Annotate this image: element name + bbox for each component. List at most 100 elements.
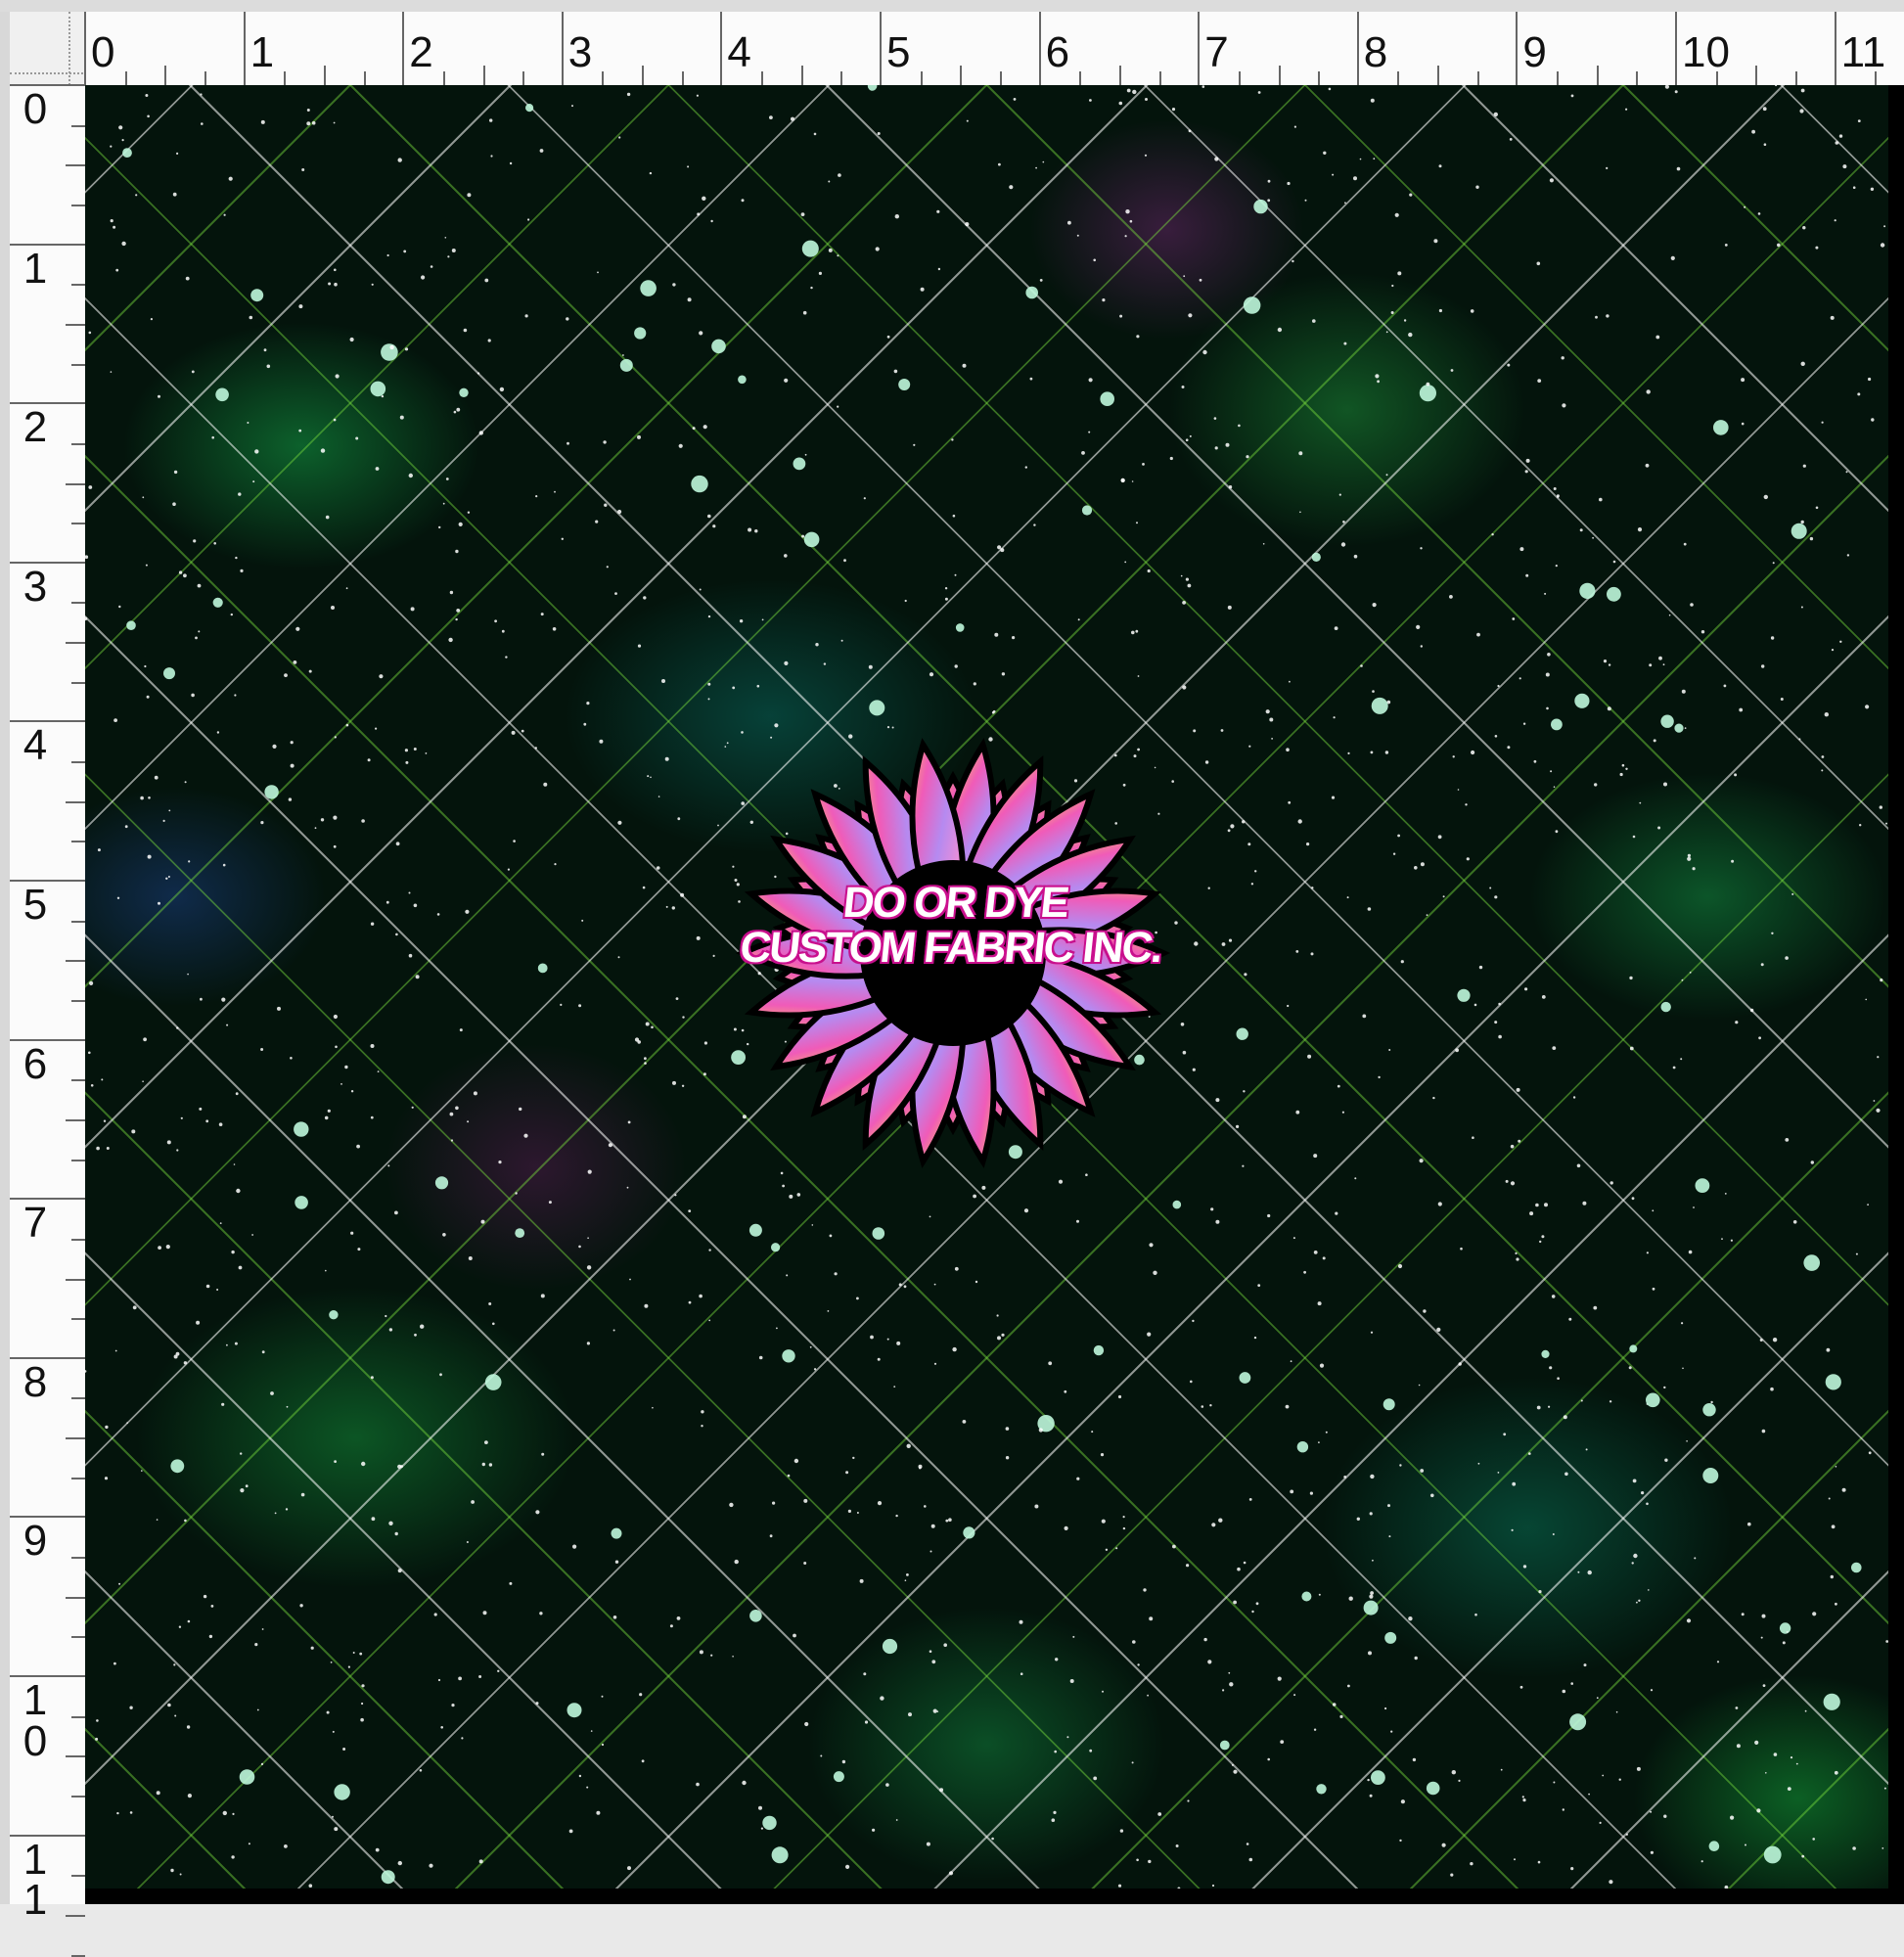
star bbox=[1295, 1110, 1300, 1115]
star bbox=[656, 866, 660, 870]
star bbox=[298, 429, 302, 432]
star bbox=[429, 1863, 433, 1868]
star bbox=[1801, 1854, 1805, 1858]
star bbox=[397, 158, 402, 162]
star bbox=[1458, 1779, 1461, 1782]
star bbox=[1064, 1525, 1068, 1530]
star bbox=[404, 347, 409, 351]
star bbox=[1561, 356, 1564, 360]
ruler-label: 4 bbox=[23, 721, 48, 770]
star bbox=[360, 1717, 364, 1722]
star bbox=[121, 139, 124, 142]
star bbox=[1825, 1374, 1841, 1390]
star bbox=[113, 718, 117, 722]
star bbox=[1438, 308, 1442, 313]
star bbox=[1175, 1844, 1179, 1847]
star bbox=[408, 473, 413, 478]
star bbox=[1384, 1631, 1397, 1644]
star bbox=[1537, 1860, 1541, 1864]
star bbox=[1763, 143, 1767, 146]
ruler-major-tick bbox=[10, 84, 85, 86]
star bbox=[1491, 533, 1494, 536]
star bbox=[1319, 1363, 1325, 1368]
star bbox=[1370, 98, 1375, 103]
star bbox=[578, 1004, 582, 1008]
star bbox=[1516, 1257, 1519, 1261]
ruler-major-tick bbox=[10, 720, 85, 723]
ruler-minor-tick bbox=[66, 323, 85, 326]
star bbox=[732, 865, 735, 868]
star bbox=[1408, 332, 1413, 338]
star bbox=[712, 954, 715, 958]
star bbox=[254, 449, 259, 454]
star bbox=[804, 453, 807, 456]
star bbox=[1871, 418, 1875, 422]
star bbox=[1292, 1237, 1295, 1240]
star bbox=[208, 1634, 213, 1639]
star bbox=[434, 1176, 449, 1190]
star bbox=[1338, 493, 1341, 496]
star bbox=[904, 1579, 907, 1581]
star bbox=[603, 440, 607, 444]
star bbox=[400, 1465, 403, 1469]
star bbox=[1372, 1559, 1374, 1562]
ruler-label: 9 bbox=[1522, 28, 1547, 76]
star bbox=[1710, 1400, 1713, 1404]
star bbox=[1641, 1491, 1645, 1495]
star bbox=[178, 1625, 182, 1628]
star bbox=[758, 1355, 763, 1360]
star bbox=[295, 626, 300, 631]
star bbox=[998, 162, 1001, 166]
star bbox=[1039, 279, 1043, 282]
star bbox=[1515, 1252, 1518, 1254]
star bbox=[944, 587, 948, 590]
horizontal-ruler[interactable]: 0 1 2 3 4 5 6 7 8 9 10 11 bbox=[84, 12, 1904, 86]
star bbox=[1254, 870, 1257, 873]
star bbox=[1629, 1344, 1638, 1353]
ruler-major-tick bbox=[10, 1198, 85, 1201]
star bbox=[869, 700, 885, 716]
ruler-minor-tick bbox=[71, 124, 85, 127]
star bbox=[898, 379, 911, 390]
ruler-label: 6 bbox=[23, 1039, 48, 1088]
star bbox=[926, 1842, 930, 1846]
star bbox=[1828, 1497, 1831, 1500]
star bbox=[499, 387, 505, 392]
star bbox=[1509, 138, 1513, 141]
star bbox=[1770, 636, 1775, 640]
star bbox=[1347, 1684, 1350, 1688]
ruler-minor-tick bbox=[1476, 71, 1479, 85]
star bbox=[334, 1460, 337, 1463]
ruler-minor-tick bbox=[71, 1159, 85, 1161]
star bbox=[587, 1237, 589, 1239]
star bbox=[784, 378, 789, 383]
star bbox=[187, 973, 189, 976]
star bbox=[1857, 392, 1861, 396]
star bbox=[1038, 1428, 1043, 1433]
ruler-major-tick bbox=[1038, 12, 1041, 85]
ruler-origin-corner[interactable] bbox=[10, 12, 86, 86]
star bbox=[260, 821, 264, 825]
star bbox=[699, 588, 702, 591]
star bbox=[707, 514, 711, 519]
star bbox=[235, 556, 238, 560]
star bbox=[213, 542, 216, 545]
ruler-major-tick bbox=[10, 1675, 85, 1677]
star bbox=[1432, 1096, 1435, 1100]
star bbox=[567, 441, 569, 445]
ruler-label: 5 bbox=[23, 881, 48, 929]
star bbox=[1125, 209, 1130, 214]
star bbox=[963, 1526, 975, 1539]
star bbox=[1360, 664, 1363, 667]
star bbox=[240, 1488, 245, 1493]
star bbox=[756, 684, 760, 688]
star bbox=[1271, 738, 1273, 740]
star bbox=[1855, 1252, 1858, 1255]
star bbox=[1154, 766, 1156, 769]
star bbox=[1255, 1602, 1259, 1606]
star bbox=[1054, 1750, 1057, 1753]
star bbox=[820, 1754, 823, 1757]
star bbox=[1132, 89, 1137, 95]
star bbox=[1761, 1429, 1766, 1434]
